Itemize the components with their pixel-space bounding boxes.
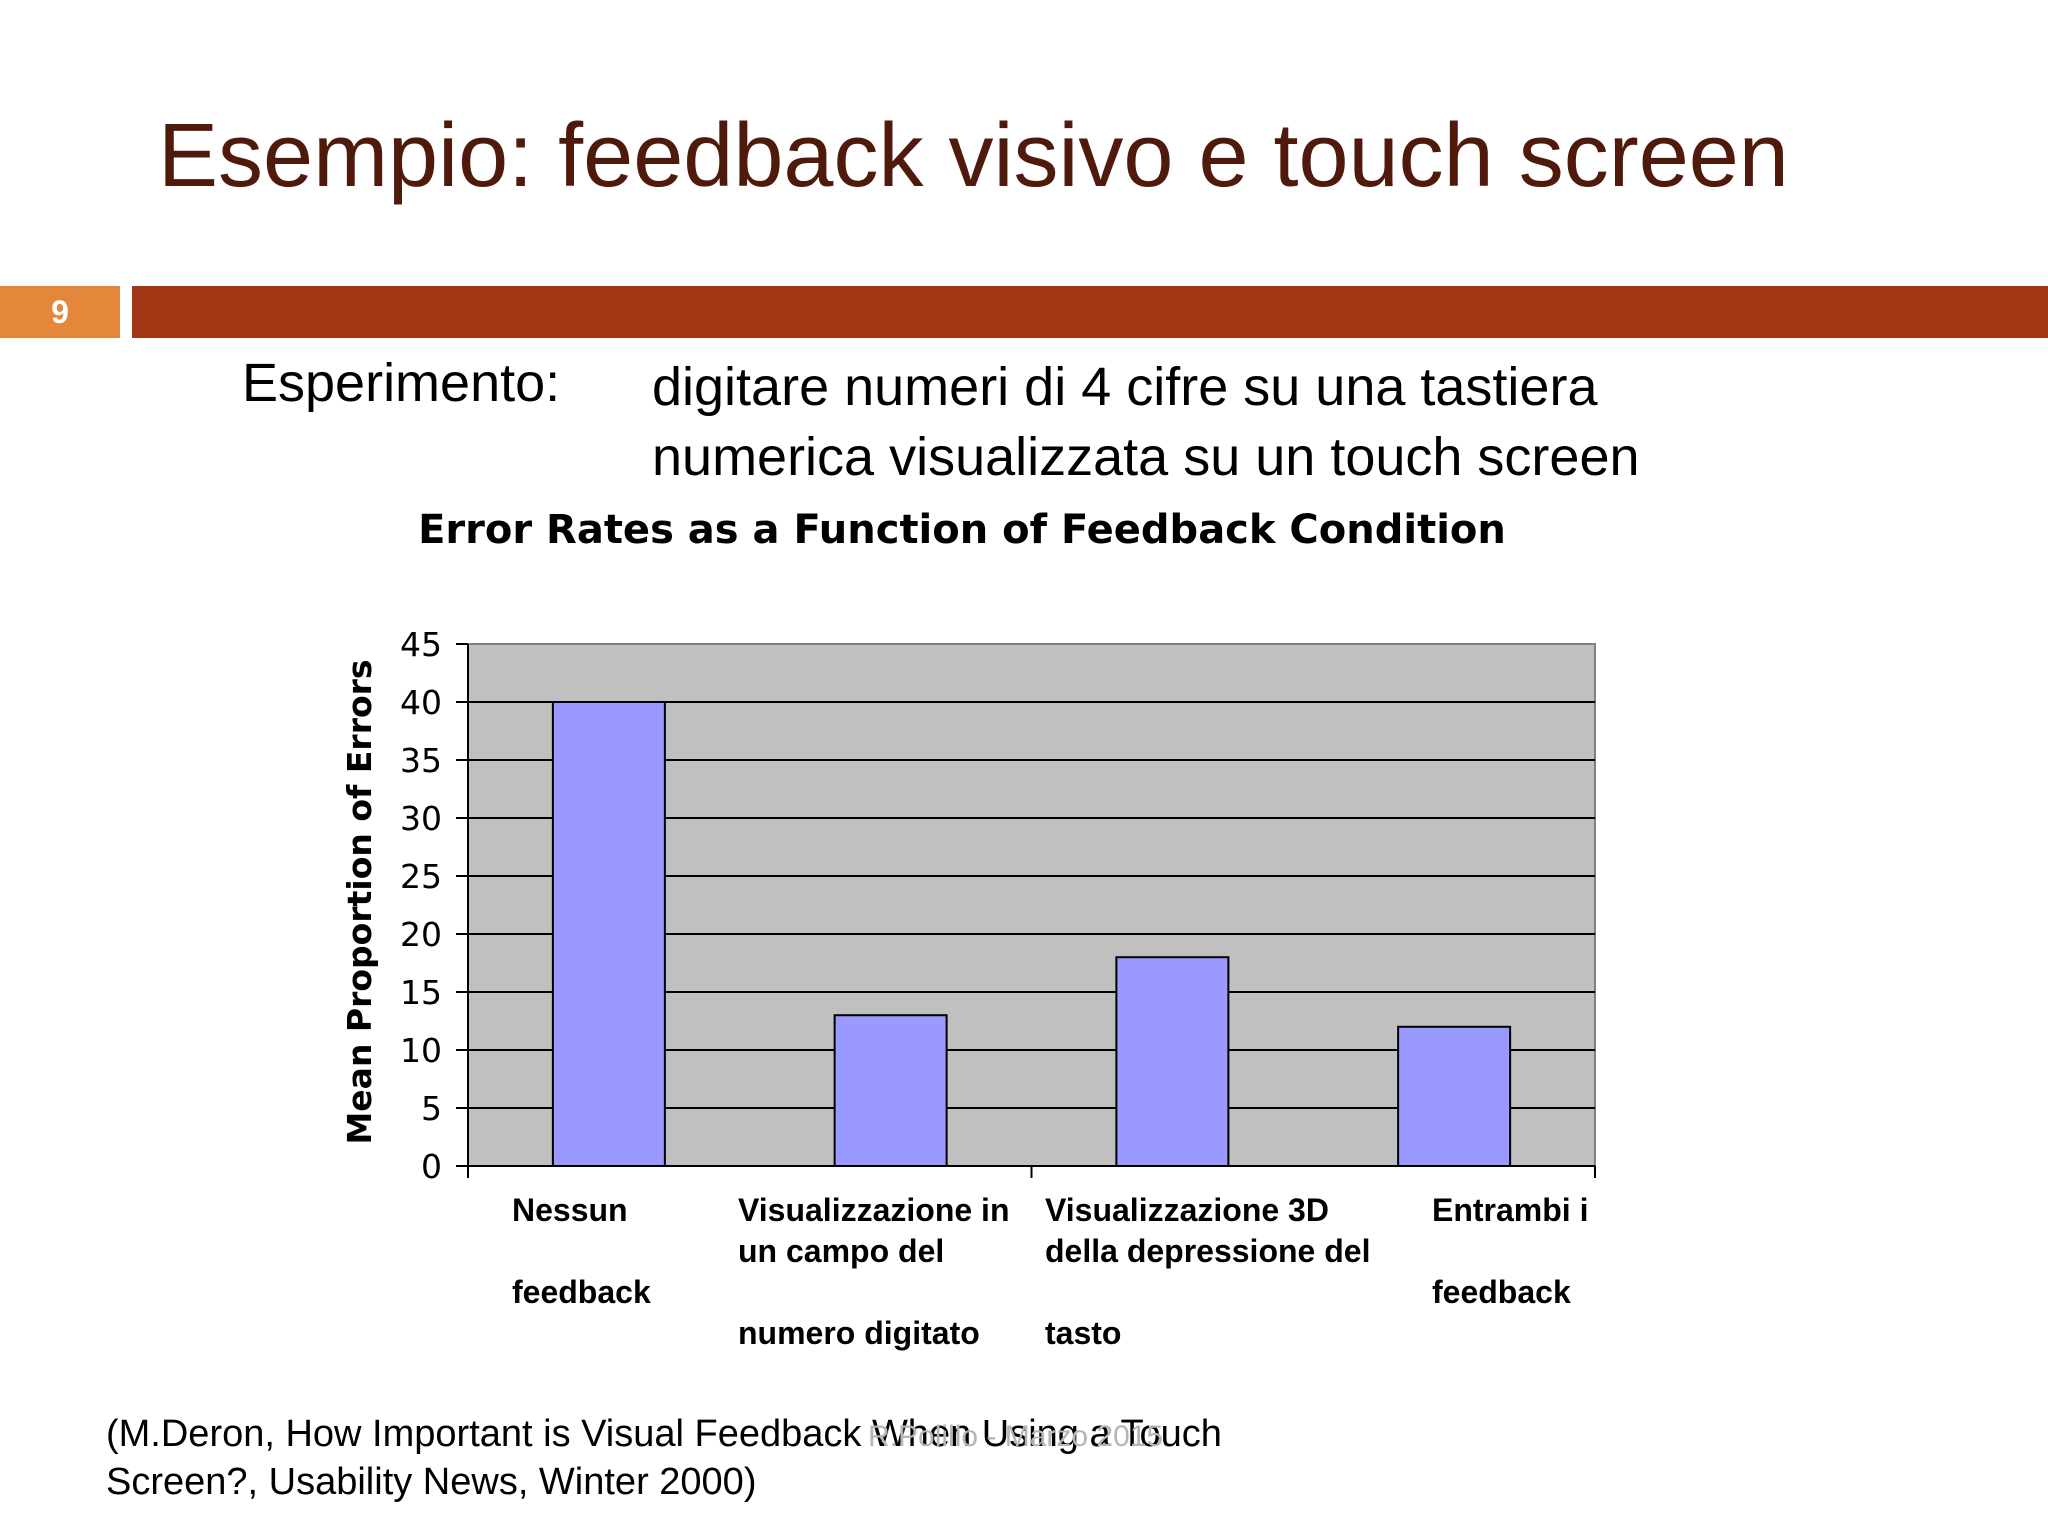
experiment-label: Esperimento: [242,353,561,413]
y-tick-label: 35 [400,741,442,780]
x-category-label-line: un campo del [738,1233,945,1269]
x-category-label-2: Visualizzazione in un campo del numero dig… [738,1190,1009,1354]
y-tick-label: 40 [400,683,442,722]
y-tick-label: 45 [400,625,442,664]
y-tick-label: 15 [400,973,442,1012]
x-category-label-line: Nessun [512,1192,628,1228]
chart-title: Error Rates as a Function of Feedback Co… [418,507,1506,553]
bar-1 [551,701,666,1167]
page-number-badge: 9 [0,286,120,338]
x-category-label-4: Entrambi i feedback [1432,1190,1588,1313]
x-category-label-line [738,1272,1009,1313]
x-category-label-line: tasto [1045,1315,1122,1351]
y-tick-label: 0 [421,1147,442,1186]
y-tick-label: 10 [400,1031,442,1070]
x-category-label-line [1432,1231,1588,1272]
x-category-label-1: Nessun feedback [512,1190,651,1313]
citation: (M.Deron, How Important is Visual Feedba… [106,1410,1222,1506]
x-category-label-line: feedback [512,1274,651,1310]
experiment-line-1: digitare numeri di 4 cifre su una tastie… [652,357,1598,417]
y-tick-label: 20 [400,915,442,954]
bar-3 [1115,956,1230,1168]
x-category-label-line [1045,1272,1370,1313]
x-category-label-line [512,1231,651,1272]
y-tick-label: 25 [400,857,442,896]
y-tick-label: 30 [400,799,442,838]
x-category-label-line: Entrambi i [1432,1192,1589,1228]
x-category-label-line: Visualizzazione 3D [1045,1192,1329,1228]
x-category-label-3: Visualizzazione 3D della depressione del t… [1045,1190,1370,1354]
x-category-label-line: numero digitato [738,1315,980,1351]
slide-title: Esempio: feedback visivo e touch screen [158,106,1789,206]
experiment-description: digitare numeri di 4 cifre su una tastie… [652,352,1640,492]
y-tick-label: 5 [421,1089,442,1128]
bar-2 [833,1014,948,1168]
citation-line-1: (M.Deron, How Important is Visual Feedba… [106,1413,1222,1455]
citation-line-2: Screen?, Usability News, Winter 2000) [106,1461,757,1503]
bar-4 [1397,1025,1512,1168]
footer-text: R.Polillo - Marzo 2015 [868,1420,1164,1453]
x-category-label-line: feedback [1432,1274,1571,1310]
y-axis-label: Mean Proportion of Errors [340,659,379,1144]
x-category-label-line: Visualizzazione in [738,1192,1010,1228]
title-divider-band [132,286,2048,338]
experiment-line-2: numerica visualizzata su un touch screen [652,427,1640,487]
x-category-label-line: della depressione del [1045,1233,1371,1269]
